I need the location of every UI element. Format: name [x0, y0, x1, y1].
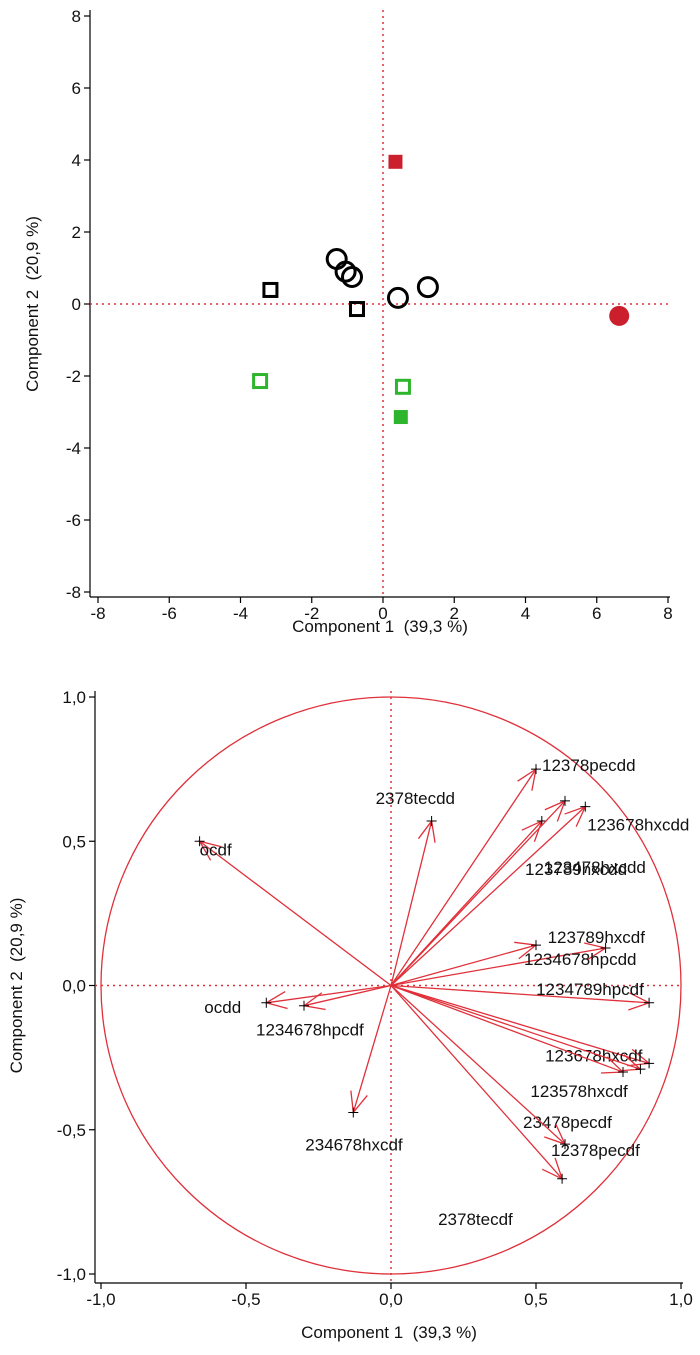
plus: [618, 1067, 628, 1078]
y-tick-label: 0,0: [62, 977, 86, 996]
x-tick-label: -2: [304, 604, 319, 623]
vector-label: 23478pecdf: [523, 1113, 612, 1132]
plus: [635, 1064, 646, 1075]
loading-vector: [390, 984, 655, 1069]
arrow: [302, 984, 392, 1011]
plus: [299, 1000, 309, 1011]
loading-vector: [390, 942, 611, 987]
y-tick-label: 4: [72, 151, 81, 170]
y-tick-label: -6: [66, 511, 81, 530]
plus: [261, 997, 272, 1008]
vector-label: ocdd: [204, 998, 241, 1017]
x-tick-label: -1,0: [86, 1290, 115, 1309]
y-axis-label: Component 2 (20,9 %): [23, 216, 42, 392]
loading-vector: [390, 985, 568, 1184]
y-tick-label: -8: [66, 583, 81, 602]
y-tick-label: 2: [72, 223, 81, 242]
loading-vector: [390, 764, 541, 986]
vector-label: 1234678hpcdd: [524, 950, 637, 969]
x-tick-label: -8: [90, 604, 105, 623]
vector-label: 123678hxcdf: [545, 1046, 643, 1065]
loading-vector: [390, 984, 646, 1075]
vector-label: 1234678hpcdf: [256, 1021, 364, 1040]
y-tick-label: -0,5: [57, 1121, 86, 1140]
loading-vector: [348, 985, 392, 1118]
point: [341, 266, 364, 288]
y-tick-label: 1,0: [62, 688, 86, 707]
plus: [531, 940, 541, 951]
x-tick-label: -0,5: [231, 1290, 260, 1309]
loading-vector: [390, 816, 437, 986]
y-tick-label: 0,5: [62, 832, 86, 851]
arrow: [350, 985, 392, 1115]
y-axis-label: Component 2 (20,9 %): [7, 898, 26, 1074]
loading-vector: [390, 984, 655, 1011]
x-tick-label: 4: [521, 604, 530, 623]
point: [252, 373, 269, 390]
x-tick-label: 0,5: [524, 1290, 548, 1309]
x-axis-label: Component 1 (39,3 %): [292, 617, 468, 636]
plus: [560, 795, 570, 806]
point: [388, 154, 403, 169]
vector-label: 2378tecdd: [376, 789, 455, 808]
vector-label: 123789hxcdf: [548, 928, 646, 947]
loading-vector: [299, 984, 392, 1011]
point: [394, 378, 411, 395]
plus: [557, 1173, 568, 1184]
loading-vector: [390, 985, 570, 1150]
point: [609, 305, 630, 326]
x-tick-label: 0: [378, 604, 387, 623]
y-tick-label: -2: [66, 367, 81, 386]
plus: [600, 942, 611, 953]
unit-circle: [100, 696, 682, 1275]
y-tick-label: -4: [66, 439, 81, 458]
x-tick-label: -6: [162, 604, 177, 623]
vector-label: ocdf: [200, 840, 232, 859]
vector-label: 12378pecdd: [542, 756, 636, 775]
y-tick-label: 8: [72, 7, 81, 26]
point: [393, 410, 408, 425]
y-tick-label: 6: [72, 79, 81, 98]
plus: [580, 801, 591, 812]
vector-label: 234678hxcdf: [305, 1135, 403, 1154]
loading-vector: [390, 984, 628, 1078]
plus: [348, 1107, 359, 1118]
loading-vector: [390, 801, 591, 986]
plus: [644, 997, 655, 1008]
x-tick-label: 8: [663, 604, 672, 623]
y-tick-label: 0: [72, 295, 81, 314]
point: [386, 286, 409, 309]
plus: [531, 764, 541, 775]
vector-label: 123478hxcdd: [544, 858, 646, 877]
point: [416, 276, 439, 299]
arrow: [264, 984, 392, 1010]
loading-vector: [390, 795, 570, 986]
x-tick-label: 2: [450, 604, 459, 623]
point: [262, 281, 279, 298]
vector-label: 12378pecdf: [551, 1141, 640, 1160]
loading-vector: [261, 984, 392, 1010]
vector-label: 2378tecdf: [438, 1210, 513, 1229]
vector-label: 123789hxcdd: [525, 860, 627, 879]
point: [348, 301, 365, 318]
y-tick-label: -1,0: [57, 1265, 86, 1284]
arrow: [390, 985, 567, 1146]
x-axis-label: Component 1 (39,3 %): [301, 1323, 477, 1342]
point: [334, 260, 357, 283]
plus: [644, 1058, 655, 1069]
loading-vector: [194, 836, 392, 987]
plus: [426, 816, 437, 827]
plus: [194, 836, 205, 847]
x-tick-label: 0,0: [379, 1290, 403, 1309]
vector-label: 1234789hpcdf: [536, 980, 644, 999]
x-tick-label: 1,0: [669, 1290, 693, 1309]
x-tick-label: -4: [233, 604, 248, 623]
x-tick-label: 6: [592, 604, 601, 623]
plus: [560, 1139, 570, 1150]
vector-label: 123678hxcdd: [587, 816, 689, 835]
vector-label: 123578hxcdf: [530, 1082, 628, 1101]
arrow: [198, 840, 392, 987]
loading-vector: [390, 940, 541, 987]
